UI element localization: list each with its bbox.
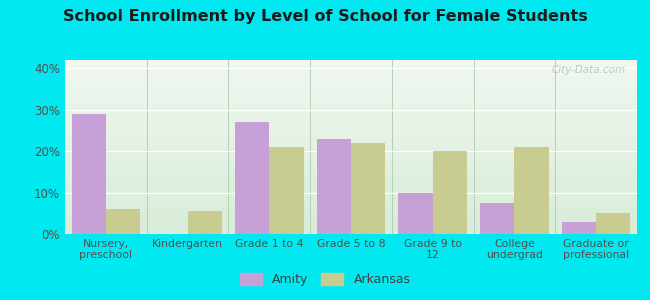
Bar	[235, 122, 269, 234]
Text: School Enrollment by Level of School for Female Students: School Enrollment by Level of School for…	[62, 9, 588, 24]
Bar	[72, 114, 106, 234]
Bar	[106, 209, 140, 234]
Bar	[596, 213, 630, 234]
Bar	[398, 193, 433, 234]
Bar	[433, 151, 467, 234]
Legend: Amity, Arkansas: Amity, Arkansas	[235, 268, 415, 291]
Bar	[480, 203, 514, 234]
Bar	[514, 147, 549, 234]
Text: City-Data.com: City-Data.com	[551, 65, 625, 75]
Bar	[188, 211, 222, 234]
Bar	[269, 147, 304, 234]
Bar	[317, 139, 351, 234]
Bar	[562, 222, 596, 234]
Bar	[351, 143, 385, 234]
